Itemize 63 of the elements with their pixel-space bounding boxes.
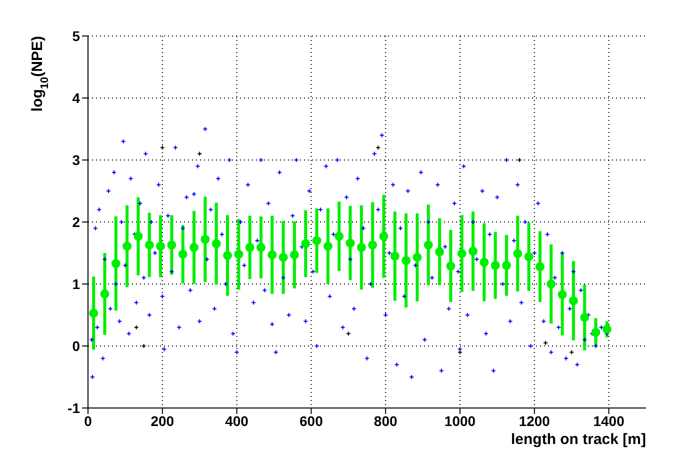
point bbox=[111, 259, 120, 268]
point bbox=[100, 289, 110, 298]
point bbox=[424, 240, 433, 250]
point bbox=[457, 249, 466, 258]
point bbox=[591, 328, 600, 337]
x-tick-label: 200 bbox=[150, 412, 174, 429]
point bbox=[390, 252, 400, 261]
y-tick-label: 3 bbox=[72, 152, 80, 168]
point bbox=[402, 256, 411, 265]
point bbox=[435, 247, 444, 256]
x-axis-title: length on track [m] bbox=[510, 431, 646, 448]
point bbox=[468, 246, 478, 256]
point bbox=[301, 239, 310, 248]
point bbox=[513, 249, 522, 258]
point bbox=[167, 240, 176, 250]
point bbox=[502, 260, 511, 270]
point bbox=[490, 260, 500, 270]
point bbox=[546, 280, 556, 288]
point bbox=[580, 312, 590, 322]
point bbox=[568, 296, 578, 306]
x-tick-label: 800 bbox=[374, 412, 398, 429]
point bbox=[334, 232, 344, 241]
x-tick-label: 1400 bbox=[593, 412, 625, 429]
point bbox=[178, 250, 188, 259]
y-tick-label: 1 bbox=[72, 276, 80, 292]
point bbox=[558, 290, 567, 300]
point bbox=[190, 242, 199, 252]
point bbox=[524, 252, 534, 262]
point bbox=[134, 232, 143, 241]
point bbox=[200, 234, 210, 244]
x-tick-label: 600 bbox=[300, 412, 324, 429]
point bbox=[268, 250, 277, 260]
y-tick-label: 0 bbox=[72, 338, 80, 354]
point bbox=[234, 250, 244, 259]
point bbox=[346, 238, 355, 248]
point bbox=[144, 240, 154, 250]
point bbox=[446, 262, 456, 271]
y-tick-label: 5 bbox=[72, 28, 80, 44]
y-tick-label: -1 bbox=[68, 400, 80, 416]
point bbox=[223, 250, 232, 260]
point bbox=[290, 250, 299, 260]
point bbox=[122, 242, 132, 251]
point bbox=[356, 242, 366, 252]
x-tick-label: 1200 bbox=[518, 412, 550, 429]
point bbox=[89, 308, 98, 318]
y-tick-label: 4 bbox=[72, 90, 80, 106]
point bbox=[245, 242, 254, 252]
x-tick-label: 400 bbox=[225, 412, 249, 429]
point bbox=[480, 258, 489, 267]
point bbox=[323, 242, 332, 251]
point bbox=[379, 232, 388, 241]
x-tick-label: 1000 bbox=[444, 412, 476, 429]
x-tick-label: 0 bbox=[84, 412, 92, 429]
point bbox=[278, 252, 288, 262]
point bbox=[535, 262, 544, 272]
point bbox=[312, 236, 322, 246]
point bbox=[368, 240, 378, 250]
point bbox=[156, 242, 166, 251]
point bbox=[412, 252, 422, 262]
y-tick-label: 2 bbox=[72, 214, 80, 230]
point bbox=[256, 242, 266, 252]
point bbox=[212, 239, 221, 248]
point bbox=[602, 324, 612, 334]
